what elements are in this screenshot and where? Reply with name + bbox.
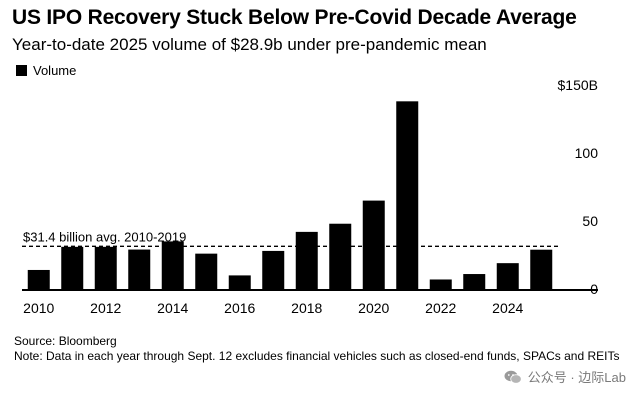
x-tick-label: 2014 [157, 300, 188, 316]
bar-2020 [362, 200, 385, 289]
bar-2021 [396, 101, 419, 289]
footnote: Note: Data in each year through Sept. 12… [14, 349, 620, 363]
x-tick-label: 2010 [23, 300, 54, 316]
y-tick-label: $150B [558, 77, 598, 93]
bar-2017 [262, 250, 285, 289]
bar-2014 [161, 241, 184, 289]
bar-2013 [128, 249, 151, 289]
watermark: 公众号 · 边际Lab [504, 367, 626, 386]
watermark-text: 公众号 · 边际Lab [527, 370, 626, 385]
bar-chart: $31.4 billion avg. 2010-2019 $150B 100 50 0 2… [22, 77, 599, 316]
legend-swatch [16, 65, 27, 76]
y-tick-label: 50 [582, 213, 598, 229]
x-tick-label: 2022 [425, 300, 456, 316]
bar-2015 [195, 253, 218, 289]
bar-2019 [329, 223, 352, 289]
reference-line-label: $31.4 billion avg. 2010-2019 [23, 229, 186, 244]
y-tick-label: 100 [575, 145, 599, 161]
bar-2010 [27, 269, 50, 289]
wechat-icon [504, 370, 522, 384]
chart-footer: Source: Bloomberg Note: Data in each yea… [14, 334, 624, 364]
x-tick-label: 2020 [358, 300, 389, 316]
bar-2016 [228, 275, 251, 289]
x-tick-label: 2012 [90, 300, 121, 316]
bar-2012 [94, 246, 117, 289]
x-tick-label: 2024 [492, 300, 523, 316]
legend: Volume [16, 63, 76, 78]
bar-2011 [61, 246, 84, 289]
x-tick-label: 2016 [224, 300, 255, 316]
chart-title: US IPO Recovery Stuck Below Pre-Covid De… [12, 6, 577, 29]
x-tick-label: 2018 [291, 300, 322, 316]
legend-label: Volume [33, 63, 77, 78]
chart-subtitle: Year-to-date 2025 volume of $28.9b under… [12, 35, 487, 54]
y-tick-label: 0 [590, 281, 598, 297]
bar-2024 [496, 263, 519, 289]
bar-2023 [463, 274, 486, 289]
bar-2025 [530, 249, 553, 289]
bar-2018 [295, 231, 318, 289]
source-note: Source: Bloomberg [14, 334, 117, 348]
bar-2022 [429, 279, 452, 289]
